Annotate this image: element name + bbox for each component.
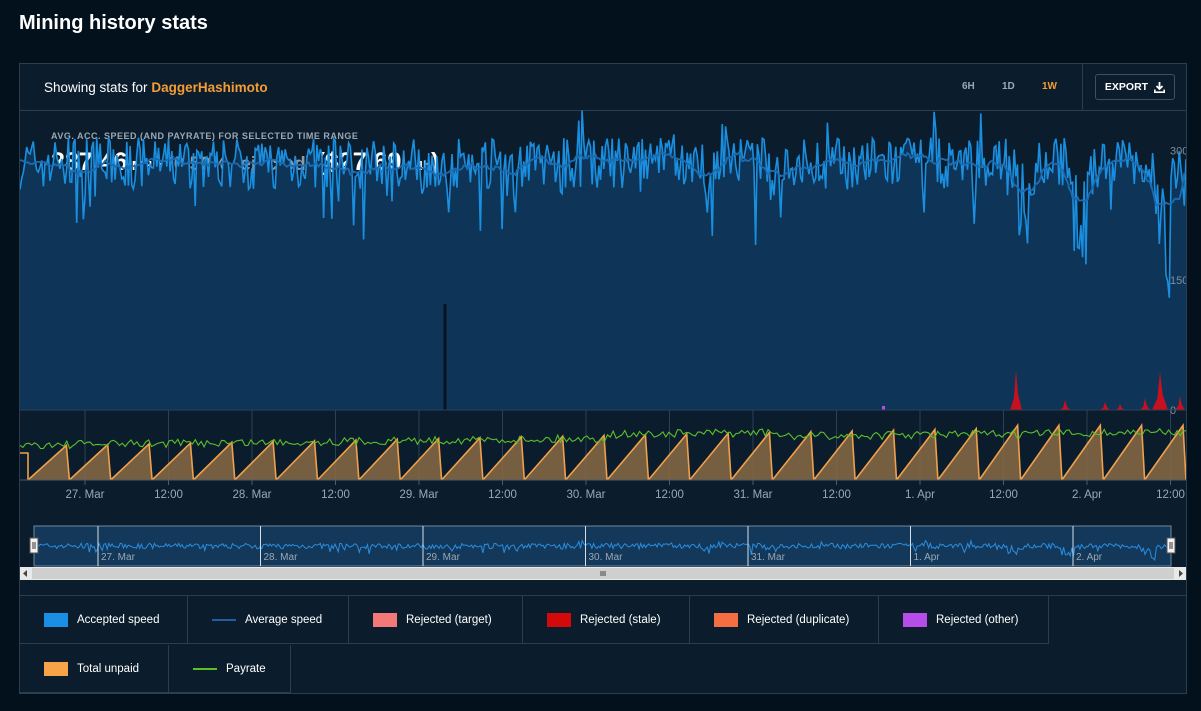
navigator-label: 29. Mar <box>426 552 461 563</box>
legend-item-rejected-target[interactable]: Rejected (target) <box>349 596 523 644</box>
export-button[interactable]: EXPORT <box>1095 74 1175 100</box>
x-tick-label: 1. Apr <box>905 489 935 501</box>
legend-label: Average speed <box>245 613 323 626</box>
legend-item-rejected-other[interactable]: Rejected (other) <box>879 596 1049 644</box>
rejected-stale-peak <box>1152 372 1168 410</box>
range-1d-button[interactable]: 1D <box>1002 81 1015 92</box>
payrate-close: ) <box>431 148 440 176</box>
total-unpaid-area <box>20 425 1186 480</box>
algorithm-name[interactable]: DaggerHashimoto <box>151 80 268 95</box>
x-tick-label: 12:00 <box>1156 489 1185 501</box>
legend-item-total-unpaid[interactable]: Total unpaid <box>20 645 169 693</box>
navigator-right-handle[interactable] <box>1166 537 1176 554</box>
navigator-label: 28. Mar <box>264 552 299 563</box>
legend-label: Rejected (duplicate) <box>747 613 850 626</box>
x-tick-label: 2. Apr <box>1072 489 1102 501</box>
mining-history-chart[interactable]: 300 150 0 27. Mar 12:00 28. Mar 12:00 29. Mar 12… <box>20 64 1186 595</box>
navigator-left-handle[interactable] <box>29 537 39 554</box>
navigator-label: 1. Apr <box>914 552 941 563</box>
rejected-stale-peak <box>1140 398 1150 410</box>
legend-item-rejected-duplicate[interactable]: Rejected (duplicate) <box>690 596 879 644</box>
legend-swatch <box>193 667 217 670</box>
legend-item-payrate[interactable]: Payrate <box>169 645 291 693</box>
rejected-stale-peak <box>1100 402 1110 410</box>
export-label: EXPORT <box>1104 81 1149 93</box>
x-tick-label: 12:00 <box>488 489 517 501</box>
total-unpaid-line <box>20 452 29 480</box>
payrate-line <box>20 427 1186 450</box>
range-6h-button[interactable]: 6H <box>962 81 975 92</box>
legend-label: Rejected (stale) <box>580 613 661 626</box>
legend-item-rejected-stale[interactable]: Rejected (stale) <box>523 596 690 644</box>
panel-header: Showing stats for DaggerHashimoto 6H 1D … <box>20 64 1186 111</box>
legend-label: Rejected (other) <box>936 613 1019 626</box>
x-tick-label: 28. Mar <box>233 489 272 501</box>
x-tick-label: 12:00 <box>822 489 851 501</box>
accepted-speed-area <box>20 110 1186 410</box>
accepted-speed-line <box>20 110 1186 298</box>
x-tick-label: 12:00 <box>989 489 1018 501</box>
legend-swatch <box>547 612 571 627</box>
stats-panel: Showing stats for DaggerHashimoto 6H 1D … <box>19 63 1187 694</box>
rejected-stale-peak <box>1010 370 1022 410</box>
rejected-other-mark <box>882 406 885 410</box>
showing-prefix: Showing stats for <box>44 80 148 95</box>
navigator-series <box>33 538 1172 562</box>
y-tick-label: 150 <box>1170 275 1186 287</box>
navigator-label: 2. Apr <box>1076 552 1103 563</box>
legend-label: Payrate <box>226 662 266 675</box>
legend: Accepted speed Average speed Rejected (tar… <box>20 595 1186 695</box>
legend-item-accepted-speed[interactable]: Accepted speed <box>20 596 188 644</box>
x-tick-label: 12:00 <box>321 489 350 501</box>
x-tick-label: 30. Mar <box>567 489 606 501</box>
handle-grip <box>29 537 39 554</box>
legend-label: Rejected (target) <box>406 613 492 626</box>
download-icon <box>1154 81 1166 93</box>
showing-stats-text: Showing stats for DaggerHashimoto <box>44 80 268 95</box>
legend-swatch <box>373 612 397 627</box>
legend-swatch <box>44 612 68 627</box>
header-divider <box>1082 64 1083 110</box>
x-tick-label: 31. Mar <box>734 489 773 501</box>
x-tick-label: 12:00 <box>655 489 684 501</box>
total-unpaid-line <box>27 423 1186 481</box>
average-speed-line <box>20 150 1186 207</box>
x-tick-label: 27. Mar <box>66 489 105 501</box>
legend-label: Total unpaid <box>77 662 140 675</box>
legend-label: Accepted speed <box>77 613 160 626</box>
legend-swatch <box>903 612 927 627</box>
handle-grip <box>1166 537 1176 554</box>
navigator-label: 30. Mar <box>589 552 624 563</box>
stats-caption: AVG. ACC. SPEED (AND PAYRATE) FOR SELECT… <box>51 131 359 141</box>
page-title: Mining history stats <box>19 12 208 34</box>
scroll-right-arrow-icon[interactable] <box>1179 570 1183 577</box>
y-tick-label: 0 <box>1170 405 1176 417</box>
legend-swatch <box>44 661 68 676</box>
legend-item-average-speed[interactable]: Average speed <box>188 596 349 644</box>
y-tick-label: 300 <box>1170 145 1186 157</box>
legend-swatch <box>212 618 236 621</box>
navigator-label: 31. Mar <box>751 552 786 563</box>
range-1w-button[interactable]: 1W <box>1042 81 1057 92</box>
legend-swatch <box>714 612 738 627</box>
x-tick-label: 12:00 <box>154 489 183 501</box>
rejected-stale-peak <box>1060 400 1070 410</box>
scroll-left-arrow-icon[interactable] <box>23 570 27 577</box>
rejected-stale-peak <box>1115 404 1125 410</box>
rejected-stale-peak <box>1175 396 1185 410</box>
x-tick-label: 29. Mar <box>400 489 439 501</box>
navigator-label: 27. Mar <box>101 552 136 563</box>
